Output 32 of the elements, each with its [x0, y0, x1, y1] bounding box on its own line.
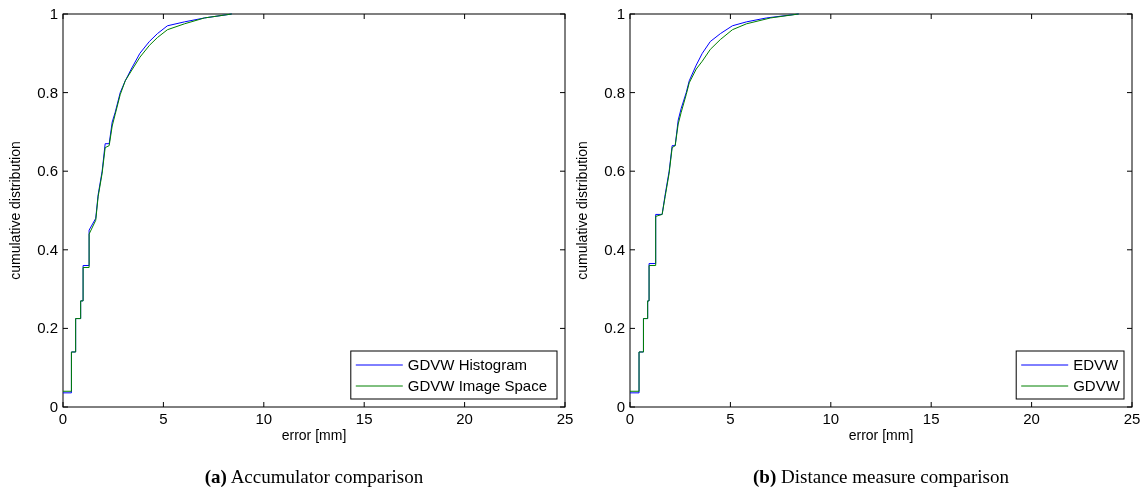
x-tick-label: 20: [1023, 410, 1040, 427]
x-tick-label: 10: [255, 410, 273, 427]
legend-label: GDVW: [1073, 377, 1121, 394]
x-axis-title: error [mm]: [281, 427, 347, 443]
y-tick-label: 0: [616, 398, 625, 415]
x-axis-title: error [mm]: [848, 427, 914, 443]
x-tick-label: 5: [726, 410, 735, 427]
y-tick-label: 0.4: [604, 240, 625, 258]
x-tick-label: 15: [355, 410, 373, 427]
y-tick-label: 0.8: [37, 83, 58, 101]
y-tick-label: 0.6: [37, 162, 58, 180]
y-axis-title: cumulative distribution: [7, 141, 23, 280]
y-tick-label: 0.4: [37, 240, 58, 258]
legend-label: GDVW Histogram: [407, 356, 527, 373]
y-tick-label: 0.2: [37, 319, 58, 337]
y-tick-label: 1: [616, 5, 625, 22]
text: (b) Distance measure comparison: [753, 466, 1010, 488]
y-tick-label: 0.6: [604, 162, 625, 180]
y-tick-label: 0.8: [604, 83, 625, 101]
x-tick-label: 5: [159, 410, 168, 427]
y-tick-label: 0.2: [604, 319, 625, 337]
x-tick-label: 10: [822, 410, 840, 427]
legend-label: EDVW: [1073, 356, 1120, 373]
text: (a) Accumulator comparison: [204, 466, 424, 488]
x-tick-label: 25: [1123, 410, 1141, 427]
legend-label: GDVW Image Space: [407, 377, 548, 394]
x-tick-label: 15: [922, 410, 940, 427]
x-tick-label: 25: [556, 410, 574, 427]
y-tick-label: 1: [49, 5, 58, 22]
y-axis-title: cumulative distribution: [574, 141, 590, 280]
y-tick-label: 0: [49, 398, 58, 415]
x-tick-label: 20: [456, 410, 473, 427]
